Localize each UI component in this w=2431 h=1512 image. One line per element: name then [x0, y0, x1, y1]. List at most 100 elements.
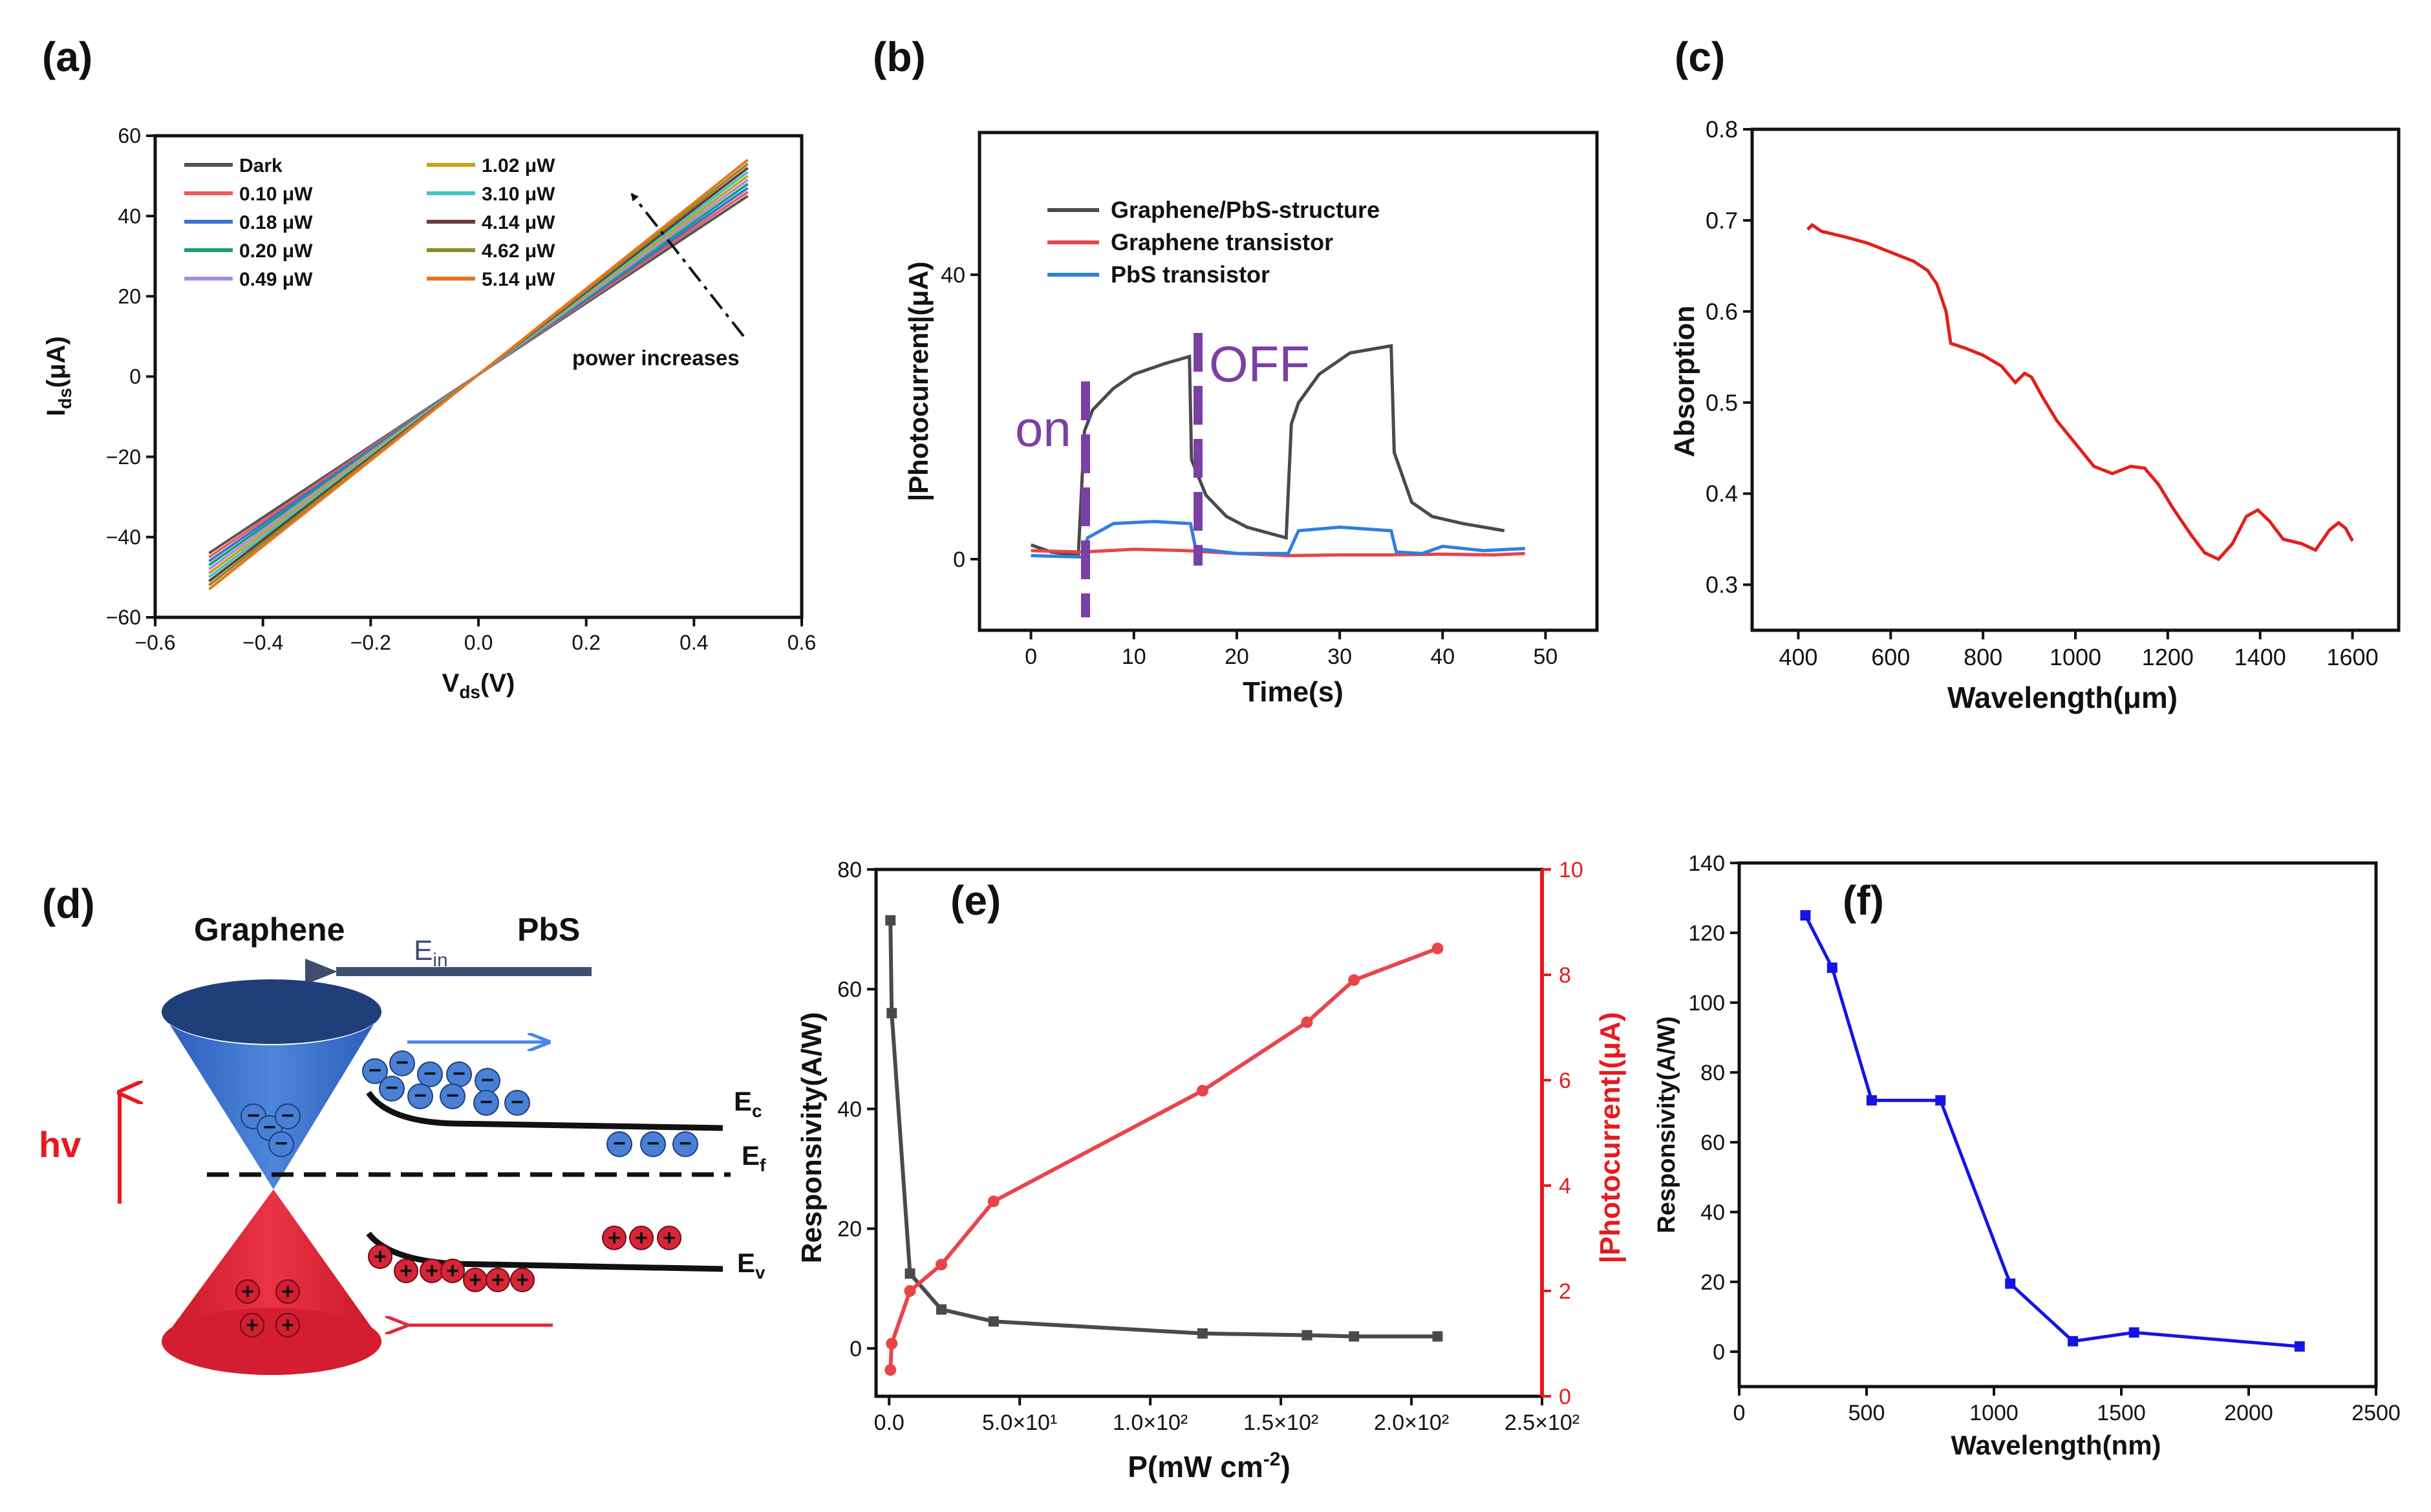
y2-tick-label: 8 [1559, 963, 1571, 988]
y-tick-label: −20 [106, 445, 141, 469]
electron: − [473, 1090, 499, 1116]
legend-entry: 5.14 μW [482, 269, 555, 290]
svg-text:−: − [613, 1131, 626, 1156]
panel-d: (d) Graphene PbS Ein Ec Ef Ev hv − − −−− − −… [39, 880, 766, 1375]
x-tick-label: 1000 [1969, 1401, 2019, 1425]
x-tick-label: 0.0 [464, 631, 493, 654]
x-tick-label: 1500 [2097, 1401, 2146, 1425]
svg-text:−: − [446, 1083, 459, 1108]
data-point [886, 1337, 898, 1350]
hole: + [602, 1226, 626, 1250]
y-axis-label-b: |Photocurrent|(μA) [903, 261, 934, 501]
y-tick-label: 120 [1688, 921, 1725, 946]
x-tick-label: 600 [1871, 644, 1910, 670]
x-tick-label: 30 [1327, 644, 1352, 669]
x-tick-label: 1600 [2327, 644, 2379, 670]
electron: − [504, 1090, 530, 1116]
y-tick-label: 60 [837, 977, 862, 1002]
pbs-label: PbS [517, 911, 580, 948]
svg-text:−: − [281, 1103, 294, 1128]
field-label: Ein [414, 935, 448, 971]
data-point [2005, 1278, 2016, 1289]
svg-text:−: − [414, 1083, 427, 1108]
series-lines-f [1800, 910, 2305, 1352]
y-tick-label: 40 [118, 204, 141, 228]
ef-label: Ef [742, 1140, 766, 1175]
svg-text:+: + [635, 1226, 648, 1250]
plot-frame-f [1737, 861, 2378, 1389]
series-line [1030, 344, 1505, 558]
photon-label: hv [39, 1124, 81, 1165]
svg-text:−: − [511, 1090, 524, 1114]
series-lines-b [1030, 344, 1525, 559]
hole: + [275, 1279, 300, 1304]
y-tick-label: −40 [106, 526, 141, 549]
data-point [935, 1259, 947, 1271]
svg-text:+: + [663, 1226, 676, 1250]
x-tick-label: 1.0×10² [1113, 1411, 1188, 1435]
hole: + [275, 1313, 300, 1337]
data-point [988, 1316, 999, 1327]
svg-text:−: − [481, 1068, 494, 1092]
legend-a: Dark 0.10 μW 0.18 μW 0.20 μW 0.49 μW 1.02 μW 3… [184, 155, 555, 290]
plot-frame-b [978, 131, 1599, 632]
y-tick-label: 20 [1700, 1270, 1725, 1295]
x-tick-label: 2500 [2351, 1401, 2401, 1425]
legend-entry: PbS transistor [1111, 261, 1270, 288]
electron: − [440, 1083, 466, 1109]
panel-label-e: (e) [950, 877, 1001, 924]
svg-text:+: + [281, 1279, 294, 1304]
electron: − [417, 1061, 443, 1087]
y2-tick-label: 4 [1559, 1174, 1571, 1198]
data-point [936, 1304, 947, 1315]
y-tick-label: 0.3 [1706, 571, 1738, 598]
data-point [1197, 1328, 1208, 1339]
x-tick-label: −0.4 [242, 631, 283, 654]
svg-text:+: + [374, 1244, 387, 1269]
legend-entry: 0.18 μW [239, 212, 313, 233]
hole: + [657, 1226, 681, 1250]
graphene-label: Graphene [194, 911, 345, 948]
legend-entry: Graphene transistor [1111, 229, 1333, 255]
data-point [1348, 974, 1360, 986]
legend-entry: 0.10 μW [239, 184, 313, 205]
electrons-group: − − −−− − − − −− − − − −− − − [241, 1050, 698, 1157]
legend-entry: Graphene/PbS-structure [1111, 197, 1380, 223]
x-tick-label: 0 [1025, 644, 1037, 669]
series-line [1031, 548, 1525, 558]
electron: − [275, 1103, 301, 1129]
graphene-lower-cone-base [162, 1308, 381, 1375]
svg-text:+: + [400, 1259, 412, 1283]
panel-label-a: (a) [42, 34, 92, 80]
y-tick-label: 0.5 [1706, 389, 1738, 416]
x-tick-label: 0.6 [787, 631, 816, 654]
x-tick-label: 0.0 [874, 1411, 905, 1435]
electron: − [362, 1058, 388, 1084]
hole: + [486, 1268, 510, 1292]
svg-text:−: − [369, 1058, 381, 1083]
x-tick-label: 0.4 [680, 631, 708, 654]
svg-text:−: − [423, 1061, 436, 1086]
x-tick-label: 1.5×10² [1243, 1411, 1318, 1435]
x-tick-label: 10 [1122, 644, 1146, 669]
y-tick-label: 0.6 [1706, 298, 1738, 325]
svg-text:+: + [491, 1268, 504, 1292]
data-point [904, 1285, 916, 1297]
series-line [208, 158, 749, 591]
y-tick-label: 140 [1688, 851, 1725, 876]
y-tick-label: 20 [837, 1217, 862, 1242]
y2-tick-label: 10 [1559, 858, 1583, 882]
series-line [1031, 520, 1525, 559]
axis-ticks-c: 400 600 800 1000 1200 1400 1600 0.3 0.4 0.5 0.6 0.7… [1706, 116, 2379, 670]
hole: + [368, 1244, 392, 1269]
y2-tick-label: 2 [1559, 1279, 1571, 1304]
y2-tick-label: 0 [1559, 1385, 1571, 1409]
hole: + [394, 1259, 418, 1283]
ec-label: Ec [734, 1086, 762, 1121]
annotation-power-text: power increases [572, 346, 740, 370]
on-off-markers-b: on OFF [1015, 333, 1310, 617]
y-axis-label-c: Absorption [1669, 306, 1700, 458]
data-point [1301, 1330, 1312, 1341]
data-point [1349, 1331, 1360, 1342]
